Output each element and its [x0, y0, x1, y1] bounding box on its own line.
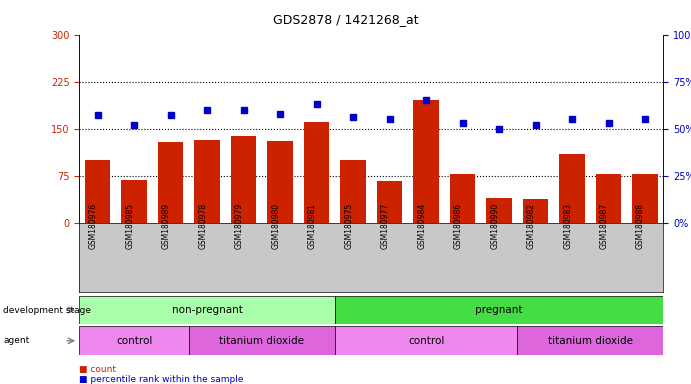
- Bar: [559, 154, 585, 223]
- Text: ■ count: ■ count: [79, 365, 117, 374]
- Text: GSM180976: GSM180976: [88, 203, 97, 249]
- Text: GSM180990: GSM180990: [490, 203, 499, 249]
- Text: agent: agent: [3, 336, 30, 345]
- Text: GSM180989: GSM180989: [162, 203, 171, 249]
- Text: titanium dioxide: titanium dioxide: [548, 336, 633, 346]
- Text: development stage: development stage: [3, 306, 91, 314]
- Bar: [304, 122, 330, 223]
- Bar: [486, 198, 512, 223]
- Text: GSM180986: GSM180986: [454, 203, 463, 249]
- Bar: [518, 326, 663, 355]
- Bar: [267, 141, 293, 223]
- Text: GSM180983: GSM180983: [563, 203, 572, 249]
- Text: pregnant: pregnant: [475, 305, 523, 315]
- Text: GSM180987: GSM180987: [600, 203, 609, 249]
- Bar: [79, 296, 335, 324]
- Bar: [377, 181, 402, 223]
- Bar: [632, 174, 658, 223]
- Bar: [231, 136, 256, 223]
- Text: GSM180985: GSM180985: [125, 203, 134, 249]
- Text: titanium dioxide: titanium dioxide: [220, 336, 305, 346]
- Bar: [335, 296, 663, 324]
- Text: GSM180981: GSM180981: [307, 203, 316, 249]
- Bar: [122, 180, 147, 223]
- Text: GSM180984: GSM180984: [417, 203, 426, 249]
- Bar: [79, 326, 189, 355]
- Text: ■ percentile rank within the sample: ■ percentile rank within the sample: [79, 375, 244, 384]
- Text: GSM180979: GSM180979: [235, 203, 244, 249]
- Bar: [158, 142, 184, 223]
- Bar: [413, 101, 439, 223]
- Text: GSM180980: GSM180980: [271, 203, 280, 249]
- Text: GSM180975: GSM180975: [344, 203, 353, 249]
- Bar: [189, 326, 335, 355]
- Text: GSM180982: GSM180982: [527, 203, 536, 249]
- Bar: [335, 326, 518, 355]
- Text: GSM180988: GSM180988: [636, 203, 645, 249]
- Text: non-pregnant: non-pregnant: [172, 305, 243, 315]
- Text: GDS2878 / 1421268_at: GDS2878 / 1421268_at: [273, 13, 418, 26]
- Bar: [450, 174, 475, 223]
- Bar: [194, 140, 220, 223]
- Text: GSM180978: GSM180978: [198, 203, 207, 249]
- Bar: [85, 160, 111, 223]
- Text: control: control: [116, 336, 153, 346]
- Bar: [523, 199, 549, 223]
- Bar: [341, 160, 366, 223]
- Text: GSM180977: GSM180977: [381, 203, 390, 249]
- Bar: [596, 174, 621, 223]
- Text: control: control: [408, 336, 444, 346]
